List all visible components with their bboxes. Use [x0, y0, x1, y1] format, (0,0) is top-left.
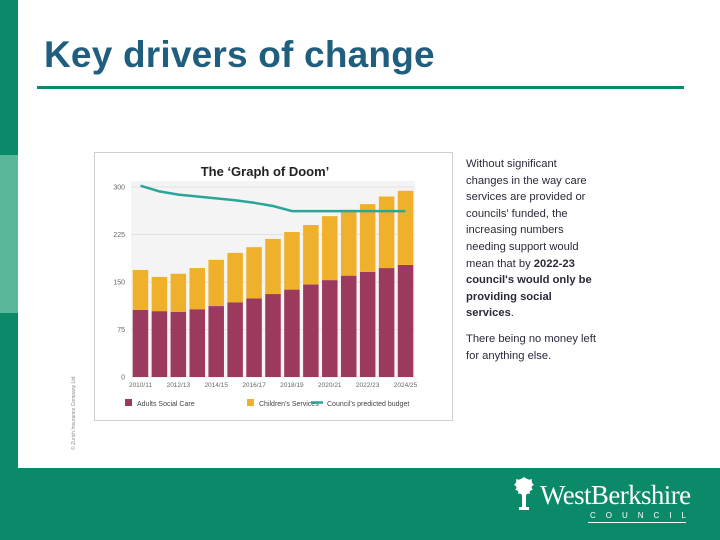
logo-wordmark: WestBerkshire	[540, 480, 691, 510]
x-tick-label-2024/25: 2024/25	[394, 382, 418, 389]
side-text-bold: 2022-23 council's would only be providin…	[466, 257, 592, 320]
crest-icon	[514, 477, 534, 510]
bar-adults-2011/12	[151, 311, 168, 377]
bar-adults-2017/18	[265, 294, 281, 377]
bar-adults-2024/25	[397, 264, 414, 377]
logo-subtitle: COUNCIL	[590, 511, 697, 520]
x-tick-label-2018/19: 2018/19	[280, 382, 304, 389]
legend-swatch-children	[247, 399, 254, 406]
bar-adults-2014/15	[208, 306, 224, 377]
bar-children-2022/23	[359, 204, 376, 272]
bar-children-2016/17	[246, 247, 262, 299]
x-tick-label-2022/23: 2022/23	[356, 382, 380, 389]
west-berkshire-logo: WestBerkshire COUNCIL	[510, 476, 695, 526]
x-tick-label-2016/17: 2016/17	[242, 382, 266, 389]
logo-subtitle-rule	[588, 522, 686, 523]
bar-children-2023/24	[378, 196, 395, 269]
bar-children-2015/16	[227, 252, 243, 303]
x-tick-label-2014/15: 2014/15	[204, 382, 228, 389]
bar-adults-2016/17	[246, 298, 262, 377]
side-text-intro: Without significant changes in the way c…	[466, 158, 587, 270]
bar-children-2024/25	[397, 190, 414, 265]
bar-adults-2019/20	[303, 284, 319, 377]
bar-adults-2023/24	[378, 268, 395, 377]
bar-adults-2015/16	[227, 302, 243, 377]
bar-adults-2012/13	[170, 311, 187, 377]
graph-of-doom-chart: The ‘Graph of Doom’ 0 75 150 225 300 2010/11 2…	[94, 152, 453, 421]
bar-children-2018/19	[284, 231, 300, 290]
copyright-note: © Zurich Insurance Company Ltd	[71, 376, 77, 450]
bar-children-2011/12	[151, 276, 168, 312]
bar-children-2013/14	[189, 268, 206, 310]
slide-title: Key drivers of change	[44, 34, 435, 75]
bar-children-2012/13	[170, 273, 187, 312]
side-text-end: .	[510, 307, 514, 320]
chart-svg: The ‘Graph of Doom’ 0 75 150 225 300 2010/11 2…	[95, 153, 452, 420]
bar-adults-2020/21	[322, 280, 338, 377]
x-tick-label-2012/13: 2012/13	[167, 382, 191, 389]
side-text: Without significant changes in the way c…	[466, 156, 598, 364]
bar-children-2010/11	[132, 269, 149, 310]
bar-adults-2010/11	[132, 309, 149, 377]
bar-children-2021/22	[340, 209, 357, 276]
title-underline	[37, 86, 684, 89]
bar-children-2017/18	[265, 238, 281, 295]
footer-band	[0, 468, 720, 540]
budget-line	[140, 184, 406, 213]
bar-adults-2018/19	[284, 289, 300, 377]
y-tick-label-1: 75	[117, 327, 125, 334]
bar-children-2020/21	[322, 216, 338, 281]
bar-adults-2022/23	[359, 271, 376, 377]
bar-children-2014/15	[208, 259, 224, 307]
x-tick-label-2010/11: 2010/11	[129, 382, 152, 389]
left-accent-bar-light	[0, 155, 18, 313]
legend-label-adults: Adults Social Care	[137, 401, 195, 408]
y-tick-label-4: 300	[113, 185, 125, 192]
side-paragraph-2: There being no money left for anything e…	[466, 332, 596, 362]
y-tick-label-0: 0	[121, 375, 125, 382]
y-tick-label-2: 150	[113, 280, 125, 287]
bar-children-2019/20	[303, 225, 319, 285]
side-paragraph-1: Without significant changes in the way c…	[466, 156, 598, 322]
y-tick-label-3: 225	[113, 232, 125, 239]
legend-label-budget: Council's predicted budget	[327, 401, 409, 408]
bar-adults-2021/22	[340, 275, 357, 377]
x-tick-label-2020/21: 2020/21	[318, 382, 342, 389]
chart-title: The ‘Graph of Doom’	[201, 164, 330, 179]
legend-swatch-adults	[125, 399, 132, 406]
bar-adults-2013/14	[189, 309, 206, 377]
legend-label-children: Children's Services	[259, 401, 319, 408]
